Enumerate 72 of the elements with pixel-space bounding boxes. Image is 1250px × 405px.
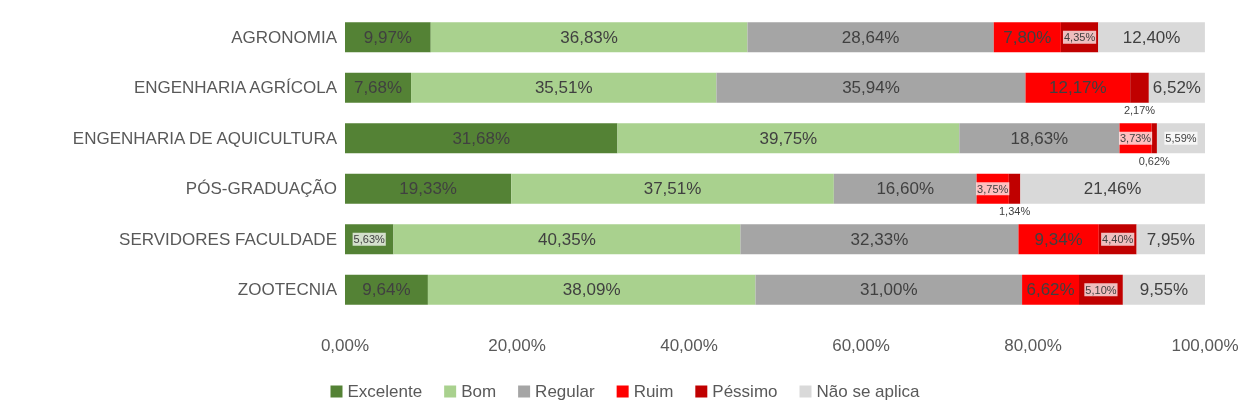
y-tick-label: ENGENHARIA AGRÍCOLA (133, 78, 338, 98)
data-label: 12,17% (1049, 78, 1107, 98)
bar (716, 72, 1026, 103)
data-label: 1,34% (998, 205, 1031, 218)
data-label: 5,10% (1085, 283, 1117, 296)
y-tick-label: SERVIDORES FACULDADE (119, 229, 337, 249)
legend-label: Ruim (633, 382, 674, 401)
bar (617, 123, 960, 154)
legend-label: Péssimo (712, 382, 778, 401)
data-label: 5,59% (1165, 132, 1197, 145)
data-label: 35,94% (842, 78, 900, 98)
bar (393, 224, 741, 255)
x-tick-label: 80,00% (1004, 336, 1062, 355)
bar (1151, 123, 1157, 154)
data-label: 9,34% (1034, 229, 1083, 249)
legend-label: Regular (535, 382, 595, 401)
data-label: 18,63% (1010, 128, 1069, 148)
data-label: 6,62% (1026, 280, 1075, 300)
data-label: 37,51% (643, 179, 702, 199)
data-label: 9,55% (1139, 280, 1189, 300)
data-label: 19,33% (399, 179, 457, 199)
y-tick-label: ENGENHARIA DE AQUICULTURA (72, 128, 338, 148)
data-label: 16,60% (876, 179, 935, 199)
y-tick-label: ZOOTECNIA (237, 280, 338, 300)
legend-label: Bom (461, 382, 497, 401)
data-label: 9,97% (363, 27, 412, 47)
bar (1130, 72, 1149, 103)
data-label: 4,35% (1063, 31, 1096, 44)
bar (511, 173, 834, 204)
y-tick-label: PÓS-GRADUAÇÃO (185, 179, 337, 199)
data-label: 36,83% (560, 27, 618, 47)
data-label: 21,46% (1083, 179, 1142, 199)
legend-label: Não se aplica (816, 382, 921, 401)
data-label: 40,35% (538, 229, 596, 249)
bar (345, 173, 512, 204)
legend-label: Excelente (347, 382, 423, 401)
data-label: 7,80% (1003, 27, 1052, 47)
x-tick-label: 20,00% (488, 336, 546, 355)
bar (740, 224, 1019, 255)
y-tick-label: AGRONOMIA (231, 27, 338, 47)
data-label: 35,51% (534, 78, 593, 98)
data-label: 4,40% (1102, 233, 1134, 246)
bar (1008, 173, 1021, 204)
data-label: 31,00% (859, 280, 918, 300)
bar (1020, 173, 1205, 204)
x-tick-label: 40,00% (660, 336, 718, 355)
bar (430, 22, 748, 53)
data-label: 6,52% (1152, 78, 1201, 98)
bar (345, 123, 618, 154)
data-label: 38,09% (562, 280, 621, 300)
bar (427, 274, 756, 305)
data-label: 5,63% (353, 233, 386, 246)
data-label: 32,33% (850, 229, 909, 249)
bar (755, 274, 1023, 305)
bar (747, 22, 994, 53)
x-tick-label: 60,00% (832, 336, 890, 355)
bar (959, 123, 1120, 154)
data-label: 3,75% (977, 182, 1009, 195)
data-label: 7,68% (353, 78, 403, 98)
data-label: 31,68% (452, 128, 511, 148)
data-label: 28,64% (841, 27, 900, 47)
data-label: 2,17% (1123, 104, 1156, 117)
data-label: 3,73% (1119, 132, 1152, 145)
bar (833, 173, 977, 204)
data-label: 39,75% (759, 128, 818, 148)
data-label: 7,95% (1146, 229, 1195, 249)
x-tick-label: 0,00% (320, 336, 370, 355)
data-label: 9,64% (362, 280, 411, 300)
data-label: 0,62% (1138, 154, 1171, 167)
bar (411, 72, 717, 103)
data-label: 12,40% (1122, 27, 1181, 47)
x-tick-label: 100,00% (1171, 336, 1239, 355)
